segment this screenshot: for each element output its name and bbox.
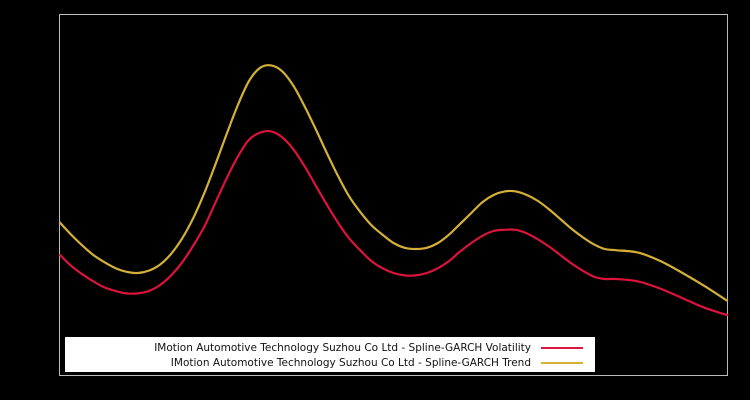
series-layer [58, 64, 729, 317]
chart-legend: IMotion Automotive Technology Suzhou Co … [65, 337, 595, 372]
series-line-trend [58, 64, 729, 302]
series-line-volatility [58, 129, 729, 317]
legend-swatch-trend [541, 361, 583, 364]
legend-entry-trend: IMotion Automotive Technology Suzhou Co … [65, 355, 595, 370]
plot-frame [59, 14, 728, 376]
legend-swatch-volatility [541, 346, 583, 349]
legend-entry-volatility: IMotion Automotive Technology Suzhou Co … [65, 340, 595, 355]
legend-label-trend: IMotion Automotive Technology Suzhou Co … [170, 356, 531, 369]
legend-label-volatility: IMotion Automotive Technology Suzhou Co … [154, 341, 531, 354]
